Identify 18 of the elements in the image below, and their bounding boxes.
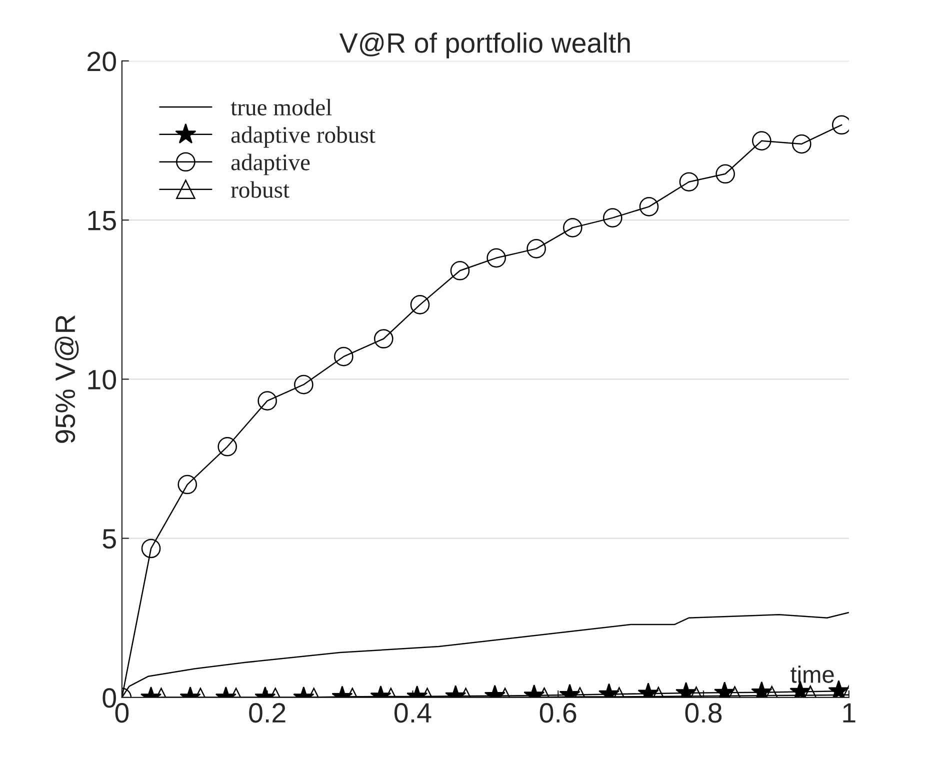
x-axis-title: time <box>790 666 834 683</box>
y-tick-label: 0 <box>102 688 116 708</box>
x-tick-label: 1 <box>843 703 856 722</box>
legend-label: adaptive <box>231 154 310 176</box>
chart-title: V@R of portfolio wealth <box>339 32 630 58</box>
x-tick-label: 0.6 <box>540 703 576 723</box>
legend-label: true model <box>230 98 332 116</box>
y-axis-title: 95% V@R <box>54 315 79 443</box>
x-tick-label: 0 <box>115 703 129 723</box>
legend-label: adaptive robust <box>231 126 376 148</box>
x-tick-label: 0.4 <box>394 703 432 723</box>
legend-label: robust <box>231 181 290 198</box>
x-tick-label: 0.8 <box>685 703 722 723</box>
y-tick-label: 15 <box>88 211 116 230</box>
y-tick-label: 20 <box>88 52 116 72</box>
y-tick-label: 5 <box>102 529 116 549</box>
x-tick-label: 0.2 <box>249 703 286 723</box>
y-tick-label: 10 <box>88 370 116 390</box>
